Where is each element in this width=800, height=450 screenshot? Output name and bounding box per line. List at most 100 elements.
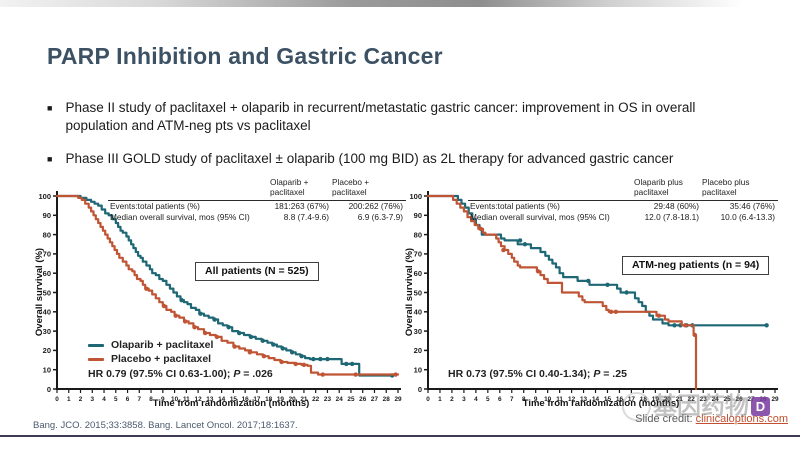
svg-text:50: 50: [414, 288, 422, 297]
y-axis-label: Overall survival (%): [34, 247, 45, 337]
slide-credit: Slide credit: clinicaloptions.com: [635, 413, 788, 425]
svg-text:10: 10: [544, 396, 552, 403]
svg-text:23: 23: [700, 396, 708, 403]
svg-text:8: 8: [522, 396, 526, 403]
table-row-label: Median overall survival, mos (95% CI): [110, 212, 250, 223]
svg-text:3: 3: [90, 396, 94, 403]
svg-text:18: 18: [640, 396, 648, 403]
legend: Olaparib + paclitaxel Placebo + paclitax…: [88, 338, 213, 366]
svg-text:4: 4: [474, 396, 478, 403]
svg-text:0: 0: [418, 385, 422, 394]
svg-text:13: 13: [580, 396, 588, 403]
svg-text:20: 20: [289, 396, 297, 403]
table-cell: 200:262 (76%): [348, 201, 403, 212]
svg-text:100: 100: [409, 192, 422, 201]
svg-text:30: 30: [414, 327, 422, 336]
population-label-box: ATM-neg patients (n = 94): [622, 256, 770, 275]
svg-text:24: 24: [712, 396, 720, 403]
svg-text:22: 22: [312, 396, 320, 403]
bullet-square-icon: ■: [47, 103, 53, 113]
legend-label: Olaparib + paclitaxel: [111, 339, 214, 351]
table-cell: 181:263 (67%): [274, 201, 329, 212]
svg-text:14: 14: [218, 396, 226, 403]
svg-text:20: 20: [664, 396, 672, 403]
svg-text:1: 1: [438, 396, 442, 403]
table-cell: 29:48 (60%): [653, 201, 699, 212]
table-cell: 6.9 (6.3-7.9): [357, 212, 403, 223]
svg-text:30: 30: [43, 327, 51, 336]
bullet-text: Phase II study of paclitaxel + olaparib …: [65, 100, 696, 133]
svg-text:40: 40: [414, 308, 422, 317]
svg-text:90: 90: [414, 211, 422, 220]
table-row-label: Events:total patients (%): [470, 201, 560, 212]
svg-text:16: 16: [616, 396, 624, 403]
svg-text:18: 18: [265, 396, 273, 403]
svg-text:60: 60: [414, 269, 422, 278]
svg-text:21: 21: [676, 396, 684, 403]
svg-text:25: 25: [724, 396, 732, 403]
table-col-header: Placebo plus paclitaxel: [702, 177, 778, 201]
bullet-text: Phase III GOLD study of paclitaxel ± ola…: [65, 150, 674, 166]
svg-text:10: 10: [43, 366, 51, 375]
population-label-box: All patients (N = 525): [195, 262, 319, 281]
x-axis-label: Time from randomization (months): [152, 398, 310, 409]
table-cell: 8.8 (7.4-9.6): [283, 212, 329, 223]
svg-text:5: 5: [486, 396, 490, 403]
x-axis-label: Time from randomization (months): [522, 398, 680, 409]
bullet-item: ■ Phase III GOLD study of paclitaxel ± o…: [47, 150, 739, 168]
table-col-header: Olaparib plus paclitaxel: [634, 177, 702, 201]
svg-text:12: 12: [195, 396, 203, 403]
table-cell: 35:46 (76%): [729, 201, 775, 212]
svg-text:29: 29: [394, 396, 402, 403]
svg-text:70: 70: [414, 250, 422, 259]
svg-text:5: 5: [114, 396, 118, 403]
table-col-header: Placebo + paclitaxel: [332, 177, 406, 201]
svg-text:16: 16: [242, 396, 250, 403]
svg-text:28: 28: [383, 396, 391, 403]
svg-text:8: 8: [149, 396, 153, 403]
svg-text:50: 50: [43, 288, 51, 297]
page-title: PARP Inhibition and Gastric Cancer: [47, 43, 443, 70]
table-row-label: Events:total patients (%): [110, 201, 200, 212]
svg-text:1: 1: [67, 396, 71, 403]
svg-text:15: 15: [604, 396, 612, 403]
bullet-list: ■ Phase II study of paclitaxel + olapari…: [47, 99, 739, 182]
legend-label: Placebo + paclitaxel: [111, 353, 212, 365]
svg-text:17: 17: [253, 396, 261, 403]
legend-swatch-placebo: [88, 357, 104, 361]
bullet-square-icon: ■: [47, 153, 53, 164]
svg-text:11: 11: [183, 396, 190, 403]
svg-text:100: 100: [38, 192, 51, 201]
table-cell: 12.0 (7.8-18.1): [644, 212, 699, 223]
svg-text:9: 9: [534, 396, 538, 403]
svg-text:7: 7: [510, 396, 514, 403]
svg-text:2: 2: [450, 396, 454, 403]
legend-item: Placebo + paclitaxel: [88, 352, 213, 366]
results-table: Olaparib + paclitaxel Placebo + paclitax…: [108, 177, 406, 223]
svg-text:20: 20: [43, 346, 51, 355]
svg-text:11: 11: [556, 396, 563, 403]
svg-text:23: 23: [324, 396, 332, 403]
svg-text:4: 4: [102, 396, 106, 403]
svg-text:0: 0: [426, 396, 430, 403]
svg-text:19: 19: [652, 396, 660, 403]
svg-text:26: 26: [736, 396, 744, 403]
svg-text:60: 60: [43, 269, 51, 278]
reference-citation: Bang. JCO. 2015;33:3858. Bang. Lancet On…: [33, 420, 298, 431]
svg-text:14: 14: [592, 396, 600, 403]
y-axis-label: Overall survival (%): [404, 247, 415, 337]
bullet-item: ■ Phase II study of paclitaxel + olapari…: [47, 99, 739, 135]
hazard-ratio-text: HR 0.73 (97.5% CI 0.40-1.34); P = .25: [448, 368, 627, 380]
svg-text:19: 19: [277, 396, 285, 403]
svg-text:10: 10: [171, 396, 179, 403]
svg-text:25: 25: [347, 396, 355, 403]
svg-text:15: 15: [230, 396, 238, 403]
svg-text:70: 70: [43, 250, 51, 259]
svg-text:6: 6: [126, 396, 130, 403]
table-cell: 10.0 (6.4-13.3): [720, 212, 775, 223]
results-table: Olaparib plus paclitaxel Placebo plus pa…: [468, 177, 778, 223]
svg-text:80: 80: [43, 230, 51, 239]
credit-link[interactable]: clinicaloptions.com: [695, 413, 788, 425]
svg-text:7: 7: [138, 396, 142, 403]
